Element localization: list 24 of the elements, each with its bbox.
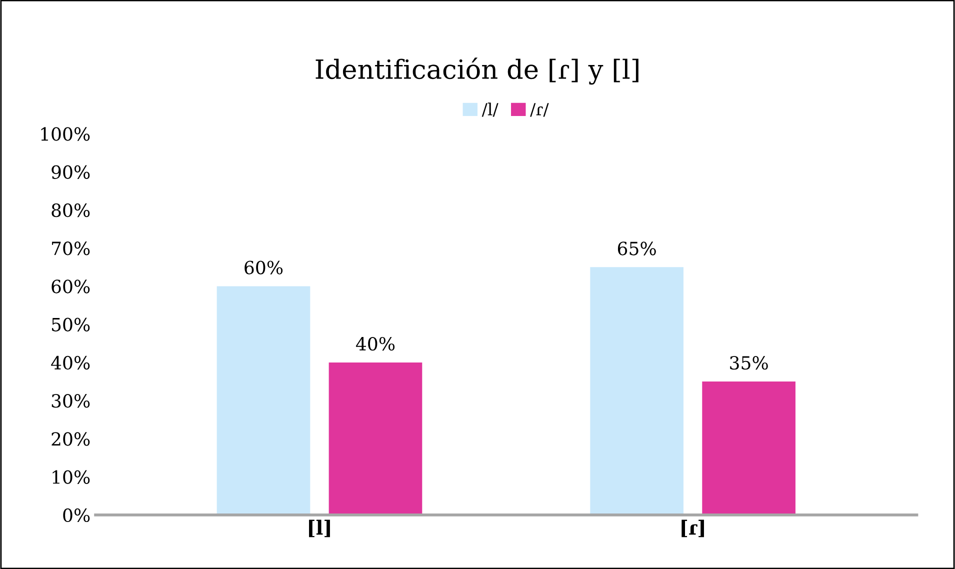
y-tick-label: 0% <box>63 508 90 522</box>
y-tick-label: 60% <box>52 280 90 294</box>
bar <box>590 267 684 515</box>
y-tick-label: 20% <box>52 432 90 446</box>
x-tick-label: [ɾ] <box>682 520 704 538</box>
data-label: 40% <box>356 336 395 351</box>
legend-label: /l/ <box>482 102 498 117</box>
y-tick-label: 90% <box>52 165 90 179</box>
y-tick-label: 40% <box>51 356 90 370</box>
data-label: 60% <box>244 260 283 274</box>
data-label: 35% <box>730 356 768 370</box>
y-tick-label: 80% <box>52 203 90 218</box>
y-tick-label: 100% <box>41 127 90 141</box>
bar <box>328 362 422 515</box>
bar <box>702 382 796 515</box>
data-label: 65% <box>618 242 656 256</box>
chart-title: Identificación de [ɾ] y [l] <box>316 58 638 85</box>
x-tick-label: [l] <box>309 520 330 538</box>
y-tick-label: 10% <box>52 470 90 484</box>
y-tick-label: 30% <box>52 394 90 408</box>
bar <box>216 286 310 515</box>
y-tick-label: 70% <box>52 242 90 256</box>
legend-label: /ɾ/ <box>530 103 549 117</box>
y-tick-label: 50% <box>52 318 90 332</box>
